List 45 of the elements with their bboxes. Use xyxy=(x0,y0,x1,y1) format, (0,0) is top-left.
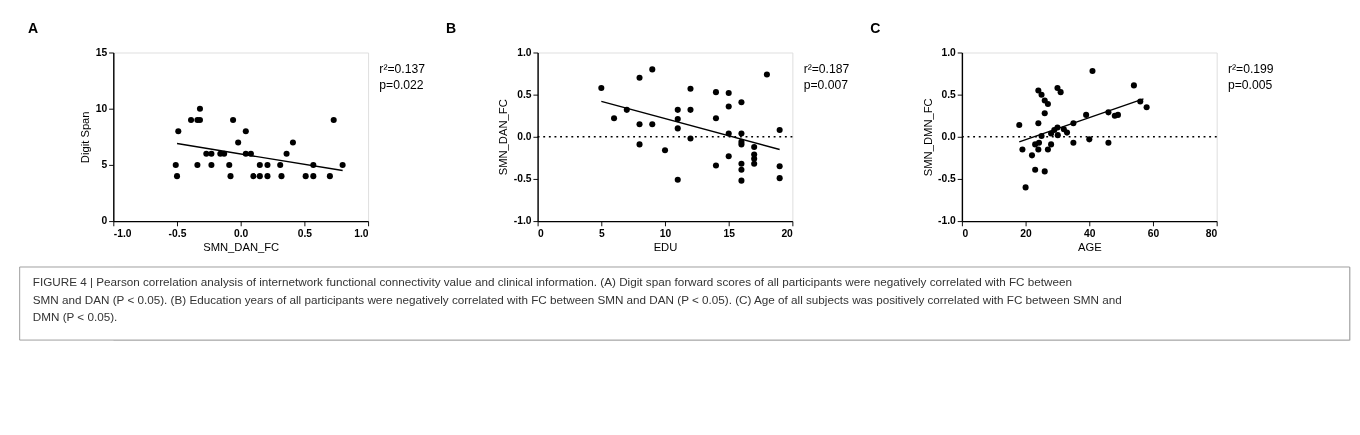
chart-title: C xyxy=(870,19,881,36)
x-axis-title: EDU xyxy=(653,240,678,253)
y-tick-label: -0.5 xyxy=(938,173,957,185)
y-tick-label: 10 xyxy=(95,103,108,114)
chart-title: B xyxy=(445,19,457,36)
y-tick-label: 0.0 xyxy=(941,131,957,143)
caption: FIGURE 4 | Pearson correlation analysis of internetwork functional connectivity value and clinical information. (A) Digit span forward scores of all participants were negatively correlated with FC between SMN and DAN (P < 0.05). (B) Education years of all participants were negatively correlated with FC between SMN and DAN (P < 0.05). (C) Age of all subjects was positively correlated with FC between SMN and DMN (P < 0.05). xyxy=(32,274,1122,324)
chart-title: A xyxy=(27,19,39,36)
x-tick-label: 15 xyxy=(723,227,736,239)
x-tick-label: 20 xyxy=(1020,227,1033,239)
y-tick-label: 0.5 xyxy=(517,88,532,100)
x-tick-label: 5 xyxy=(598,227,605,239)
x-tick-label: 0 xyxy=(538,227,545,239)
y-tick-label: 15 xyxy=(95,46,108,58)
y-axis-title: Digit Span xyxy=(79,111,92,164)
text: p=0.022 xyxy=(379,78,424,93)
y-axis-title: SMN_DMN_FC xyxy=(921,98,934,177)
y-tick-label: 0.5 xyxy=(941,88,957,100)
y-tick-label: -1.0 xyxy=(513,215,532,227)
y-tick-label: 5 xyxy=(101,159,108,171)
y-tick-label: 1.0 xyxy=(941,46,957,58)
text: r²=0.187 xyxy=(803,62,850,77)
text: p=0.007 xyxy=(803,78,849,93)
x-tick-label: 0 xyxy=(962,227,969,239)
y-tick-label: 1.0 xyxy=(517,46,532,58)
x-tick-label: -0.5 xyxy=(168,227,187,239)
text: p=0.005 xyxy=(1227,78,1273,93)
x-axis-title: AGE xyxy=(1077,240,1102,253)
y-tick-label: -0.5 xyxy=(513,173,532,185)
text: r²=0.137 xyxy=(379,62,426,77)
y-tick-label: 0.0 xyxy=(517,131,532,143)
y-axis-title: SMN_DAN_FC xyxy=(497,99,510,176)
x-tick-label: -1.0 xyxy=(113,227,132,239)
text: r²=0.199 xyxy=(1227,62,1274,77)
y-tick-label: 0 xyxy=(101,215,108,227)
x-axis-title: SMN_DAN_FC xyxy=(203,240,280,253)
x-tick-label: 80 xyxy=(1205,227,1218,239)
x-tick-label: 0.0 xyxy=(234,227,249,239)
x-tick-label: 40 xyxy=(1084,227,1096,239)
x-tick-label: 60 xyxy=(1147,227,1160,239)
x-tick-label: 20 xyxy=(781,227,794,239)
y-tick-label: -1.0 xyxy=(938,215,957,227)
x-tick-label: 0.5 xyxy=(297,227,313,239)
x-tick-label: 1.0 xyxy=(354,227,369,239)
x-tick-label: 10 xyxy=(659,227,672,239)
